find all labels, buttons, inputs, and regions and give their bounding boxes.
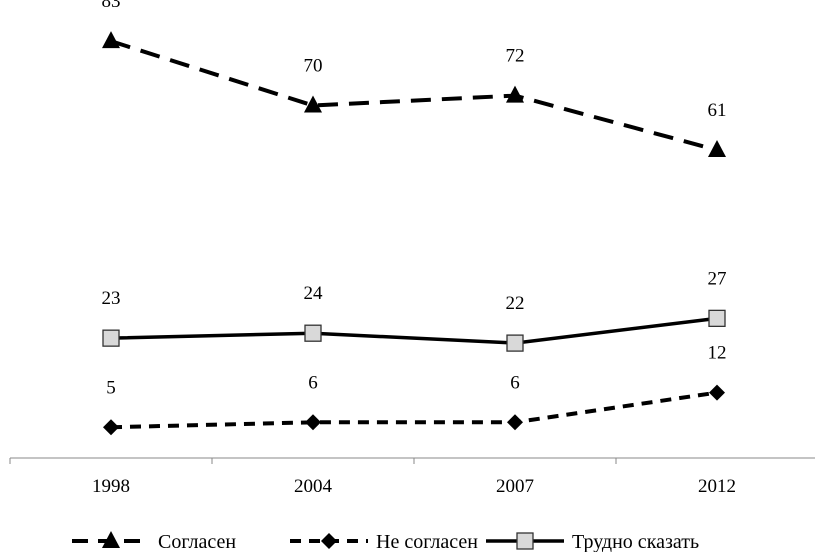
triangle-marker	[708, 140, 726, 158]
data-label: 12	[708, 343, 727, 364]
diamond-marker	[709, 384, 725, 401]
legend-item-1: Согласен	[72, 531, 236, 552]
square-marker	[708, 309, 726, 328]
series-line	[110, 390, 718, 430]
data-label: 6	[510, 372, 520, 393]
x-tick-label: 2012	[698, 476, 736, 497]
series-3: 23 24 22 27	[102, 268, 727, 352]
square-marker	[304, 324, 322, 342]
data-label: 22	[506, 293, 525, 314]
triangle-marker	[102, 531, 120, 548]
data-label: 83	[102, 0, 121, 12]
x-tick-label: 2007	[496, 476, 534, 497]
diamond-marker	[321, 533, 337, 549]
data-label: 72	[506, 46, 525, 67]
x-axis: 1998 2004 2007 2012	[9, 457, 815, 497]
series-line	[110, 316, 718, 345]
series-line	[110, 39, 718, 152]
legend: Согласен Не согласен Трудно сказать	[72, 531, 699, 552]
series-1: 83 70 72 61	[102, 0, 727, 158]
legend-label: Согласен	[158, 531, 236, 552]
legend-item-3: Трудно сказать	[486, 531, 699, 552]
plot-area: 83 70 72 61 5 6 6 12 23 24 22 27	[102, 0, 727, 436]
x-tick-label: 1998	[92, 476, 130, 497]
data-label: 27	[708, 268, 727, 289]
data-label: 23	[102, 288, 121, 309]
triangle-marker	[102, 31, 120, 49]
square-marker	[102, 329, 120, 347]
data-label: 5	[106, 377, 116, 398]
square-marker	[506, 334, 524, 352]
legend-label: Не согласен	[376, 531, 478, 552]
diamond-marker	[103, 419, 119, 436]
x-tick-label: 2004	[294, 476, 333, 497]
legend-item-2: Не согласен	[290, 531, 478, 552]
data-label: 61	[708, 100, 727, 121]
series-2: 5 6 6 12	[103, 343, 727, 436]
legend-label: Трудно сказать	[572, 531, 699, 552]
triangle-marker	[304, 95, 322, 113]
triangle-marker	[506, 85, 524, 103]
data-label: 24	[304, 283, 324, 304]
diamond-marker	[507, 414, 523, 431]
diamond-marker	[305, 414, 321, 431]
data-label: 70	[304, 56, 323, 77]
data-label: 6	[308, 372, 318, 393]
square-marker	[516, 532, 534, 550]
